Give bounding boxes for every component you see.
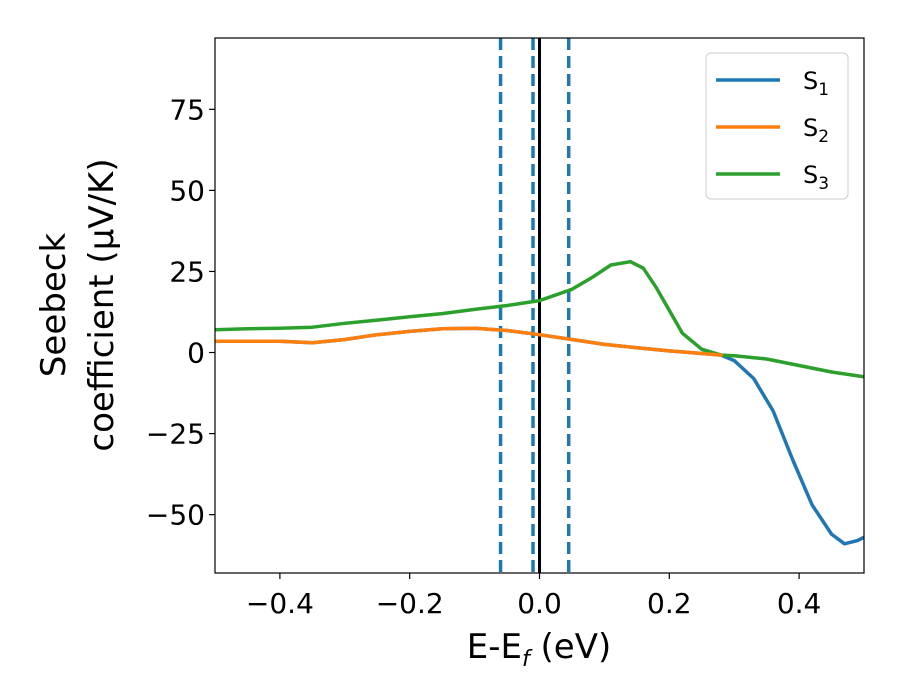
y-tick-label: 25 — [169, 255, 205, 288]
x-axis-title: E-Ef (eV) — [467, 627, 612, 672]
y-axis-ticks: −50 −25 0 25 50 75 — [146, 93, 215, 532]
x-axis-ticks: −0.4 −0.2 0.0 0.2 0.4 — [246, 573, 821, 620]
series-line-s3 — [215, 259, 864, 379]
series-line-s2 — [215, 326, 723, 357]
x-tick-label: −0.2 — [376, 587, 444, 620]
legend-label-s1: S1 — [803, 67, 829, 100]
y-tick-label: −25 — [146, 418, 205, 451]
y-axis-title: Seebeck coefficient (μV/K) — [34, 158, 122, 451]
y-tick-label: 0 — [187, 337, 205, 370]
legend-label-s3: S3 — [803, 161, 829, 194]
y-tick-label: −50 — [146, 499, 205, 532]
legend: S1 S2 S3 — [705, 52, 849, 200]
plot-area — [215, 38, 864, 573]
x-tick-label: −0.4 — [246, 587, 314, 620]
y-tick-label: 50 — [169, 174, 205, 207]
y-tick-label: 75 — [169, 93, 205, 126]
y-axis-title-line2: coefficient (μV/K) — [82, 158, 122, 451]
x-tick-label: 0.2 — [647, 587, 692, 620]
legend-label-s2: S2 — [803, 114, 829, 147]
x-tick-label: 0.4 — [777, 587, 822, 620]
y-axis-title-line1: Seebeck — [34, 233, 74, 378]
x-tick-label: 0.0 — [517, 587, 562, 620]
